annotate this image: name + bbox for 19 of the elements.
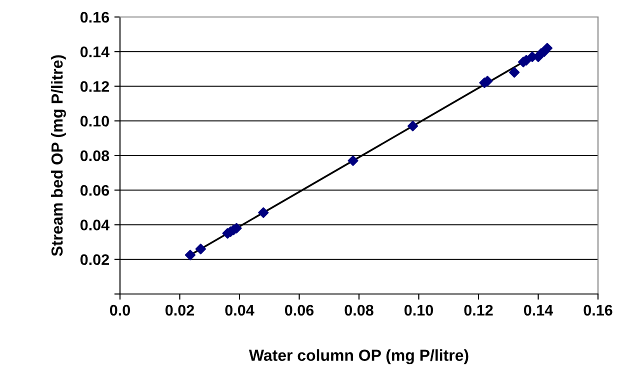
x-tick-label: 0.12 bbox=[464, 304, 493, 316]
y-tick-label: 0.06 bbox=[80, 184, 110, 196]
x-tick-label: 0.06 bbox=[284, 304, 314, 316]
x-tick-label: 0.0 bbox=[110, 304, 130, 316]
x-tick-label: 0.10 bbox=[404, 304, 433, 316]
y-tick-label: 0.02 bbox=[80, 254, 109, 266]
y-tick-label: 0.10 bbox=[80, 116, 109, 127]
x-tick-label: 0.04 bbox=[225, 304, 254, 316]
y-tick-label: 0.12 bbox=[80, 81, 109, 92]
y-axis-title: Stream bed OP (mg P/litre) bbox=[51, 55, 66, 256]
x-tick-label: 0.08 bbox=[344, 304, 374, 316]
x-tick-label: 0.14 bbox=[524, 304, 554, 316]
x-tick-label: 0.16 bbox=[584, 304, 612, 316]
y-tick-label: 0.14 bbox=[80, 46, 110, 58]
x-tick-label: 0.02 bbox=[165, 304, 194, 316]
y-tick-label: 0.08 bbox=[80, 150, 110, 162]
y-tick-label: 0.16 bbox=[80, 12, 110, 23]
x-axis-title: Water column OP (mg P/litre) bbox=[248, 349, 468, 364]
y-tick-label: 0.04 bbox=[80, 220, 110, 230]
